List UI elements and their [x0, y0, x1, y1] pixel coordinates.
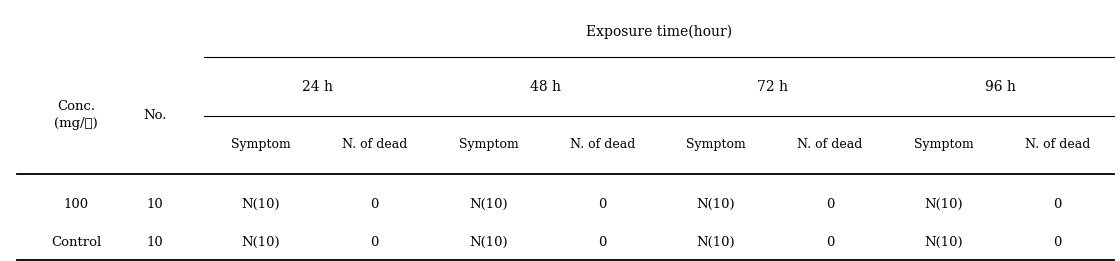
Text: N. of dead: N. of dead	[342, 138, 408, 151]
Text: 24 h: 24 h	[302, 80, 333, 94]
Text: Symptom: Symptom	[458, 138, 519, 151]
Text: N. of dead: N. of dead	[570, 138, 635, 151]
Text: 10: 10	[147, 236, 162, 249]
Text: 96 h: 96 h	[986, 80, 1016, 94]
Text: 0: 0	[1053, 236, 1062, 249]
Text: N(10): N(10)	[469, 236, 507, 249]
Text: Control: Control	[52, 236, 101, 249]
Text: 0: 0	[825, 198, 834, 211]
Text: 100: 100	[64, 198, 88, 211]
Text: N(10): N(10)	[697, 236, 736, 249]
Text: N(10): N(10)	[242, 198, 280, 211]
Text: 0: 0	[371, 236, 379, 249]
Text: N(10): N(10)	[697, 198, 736, 211]
Text: Symptom: Symptom	[687, 138, 746, 151]
Text: Conc.
(mg/ℓ): Conc. (mg/ℓ)	[54, 100, 99, 130]
Text: Symptom: Symptom	[914, 138, 973, 151]
Text: Exposure time(hour): Exposure time(hour)	[586, 24, 732, 39]
Text: 0: 0	[1053, 198, 1062, 211]
Text: N(10): N(10)	[924, 198, 963, 211]
Text: N(10): N(10)	[469, 198, 507, 211]
Text: 0: 0	[825, 236, 834, 249]
Text: 48 h: 48 h	[530, 80, 561, 94]
Text: 0: 0	[598, 236, 606, 249]
Text: 10: 10	[147, 198, 162, 211]
Text: 0: 0	[598, 198, 606, 211]
Text: N. of dead: N. of dead	[797, 138, 862, 151]
Text: Symptom: Symptom	[231, 138, 290, 151]
Text: N(10): N(10)	[924, 236, 963, 249]
Text: 0: 0	[371, 198, 379, 211]
Text: No.: No.	[143, 109, 166, 122]
Text: N. of dead: N. of dead	[1025, 138, 1090, 151]
Text: 72 h: 72 h	[757, 80, 788, 94]
Text: N(10): N(10)	[242, 236, 280, 249]
